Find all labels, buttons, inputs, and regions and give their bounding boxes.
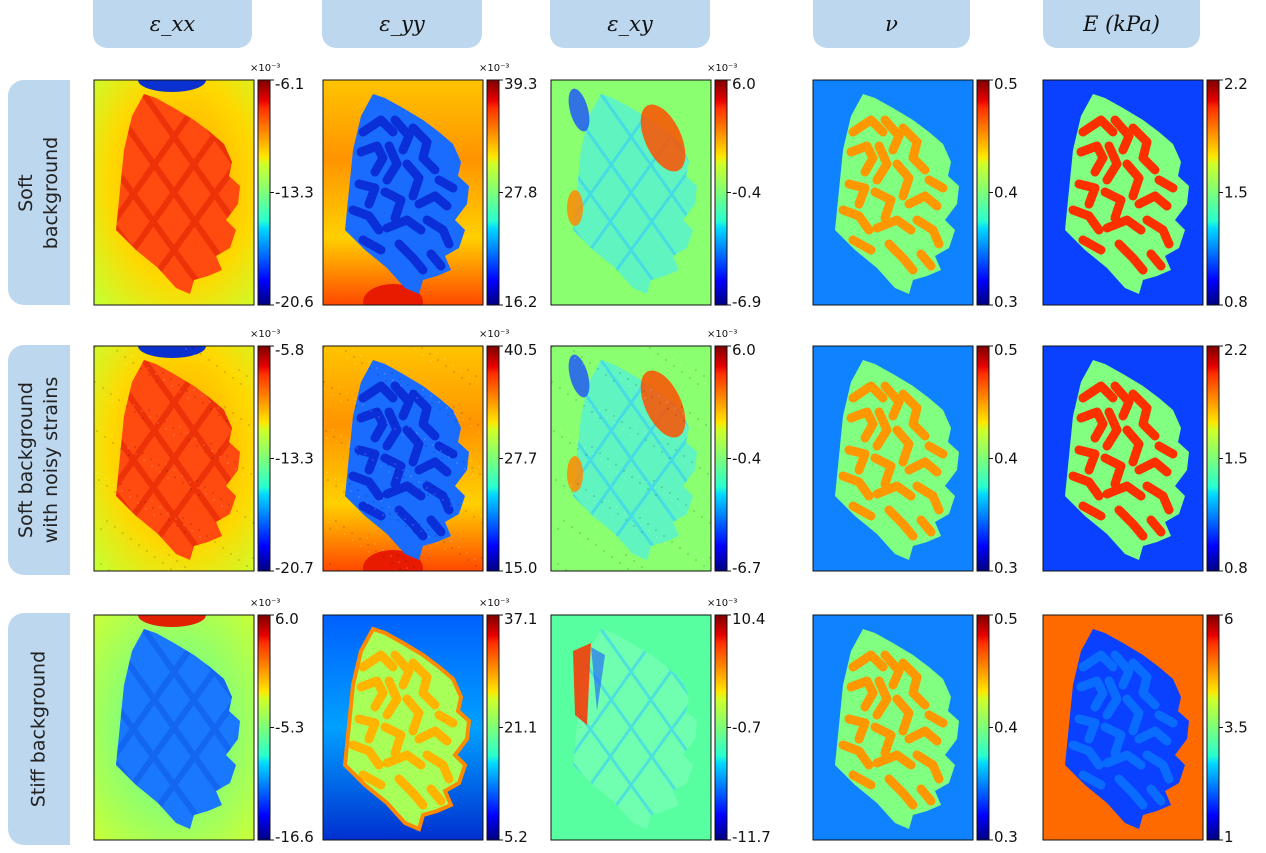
colorbar-tick-label: -0.4 <box>732 184 761 202</box>
colorbar-r0-c0: -6.1 -13.3 -20.6 ×10⁻³ <box>250 63 314 311</box>
colorbar-tick-label: 21.1 <box>504 719 537 737</box>
heatmap-panel-r2-c2 <box>550 614 712 841</box>
heatmap-panel-r0-c4 <box>1042 79 1204 306</box>
colorbar-tick-label: 0.3 <box>994 293 1018 311</box>
colorbar-r1-c1: 40.5 27.7 15.0 ×10⁻³ <box>479 329 537 577</box>
colorbar-multiplier: ×10⁻³ <box>250 329 280 340</box>
col-header-nu: ν <box>813 0 970 48</box>
colorbar-r2-c0: 6.0 -5.3 -16.6 ×10⁻³ <box>250 598 314 846</box>
colorbar-r2-c3: 0.5 0.4 0.3 <box>976 610 1018 846</box>
colorbar-tick-label: 2.2 <box>1224 341 1248 359</box>
heatmap-panel-r1-c2 <box>550 345 712 572</box>
colorbar-tick-label: -13.3 <box>275 184 314 202</box>
heatmap-panel-r0-c2 <box>550 79 712 306</box>
colorbar-tick-label: 0.4 <box>994 184 1018 202</box>
colorbar-tick-label: -5.3 <box>275 719 304 737</box>
col-header-e-kpa: E (kPa) <box>1043 0 1200 48</box>
colorbar-tick-label: 0.8 <box>1224 293 1248 311</box>
colorbar-tick-label: -20.6 <box>275 293 314 311</box>
colorbar-multiplier: ×10⁻³ <box>250 598 280 609</box>
colorbar-r0-c3: 0.5 0.4 0.3 <box>976 75 1018 311</box>
colorbar-tick-label: 3.5 <box>1224 719 1248 737</box>
row-header-soft-noisy: Soft background with noisy strains <box>8 345 70 575</box>
heatmap-panel-r0-c3 <box>812 79 974 306</box>
colorbar-tick-label: 0.4 <box>994 450 1018 468</box>
colorbar-tick-label: -0.7 <box>732 719 761 737</box>
colorbar-r0-c4: 2.2 1.5 0.8 <box>1206 75 1248 311</box>
colorbar-r2-c4: 63.51 <box>1206 610 1248 846</box>
colorbar-r1-c4: 2.2 1.5 0.8 <box>1206 341 1248 577</box>
colorbar-r1-c3: 0.5 0.4 0.3 <box>976 341 1018 577</box>
colorbar-r2-c2: 10.4 -0.7 -11.7 ×10⁻³ <box>707 598 771 846</box>
colorbar-tick-label: 27.8 <box>504 184 537 202</box>
colorbar-tick-label: 1 <box>1224 828 1234 846</box>
colorbar-multiplier: ×10⁻³ <box>479 598 509 609</box>
colorbar-tick-label: 0.3 <box>994 559 1018 577</box>
colorbar-tick-label: 37.1 <box>504 610 537 628</box>
colorbar-tick-label: -20.7 <box>275 559 314 577</box>
heatmap-panel-r0-c0 <box>93 79 255 306</box>
colorbar-tick-label: 0.5 <box>994 75 1018 93</box>
colorbar-tick-label: 10.4 <box>732 610 765 628</box>
heatmap-panel-r1-c4 <box>1042 345 1204 572</box>
colorbar-tick-label: 6.0 <box>732 75 756 93</box>
colorbar-tick-label: -13.3 <box>275 450 314 468</box>
colorbar-tick-label: 1.5 <box>1224 450 1248 468</box>
colorbar-tick-label: 0.4 <box>994 719 1018 737</box>
colorbar-tick-label: 40.5 <box>504 341 537 359</box>
col-header-exx: ε_xx <box>93 0 252 48</box>
colorbar-tick-label: 0.5 <box>994 341 1018 359</box>
colorbar-tick-label: -6.1 <box>275 75 304 93</box>
colorbar-tick-label: -11.7 <box>732 828 771 846</box>
colorbar-r0-c1: 39.3 27.8 16.2 ×10⁻³ <box>479 63 537 311</box>
colorbar-multiplier: ×10⁻³ <box>707 63 737 74</box>
colorbar-r1-c2: 6.0 -0.4 -6.7 ×10⁻³ <box>707 329 761 577</box>
colorbar-tick-label: -0.4 <box>732 450 761 468</box>
colorbar-multiplier: ×10⁻³ <box>707 329 737 340</box>
heatmap-panel-r2-c0 <box>93 614 255 841</box>
heatmap-panel-r2-c1 <box>322 614 484 841</box>
colorbar-tick-label: -6.9 <box>732 293 761 311</box>
colorbar-tick-label: 39.3 <box>504 75 537 93</box>
colorbar-r1-c0: -5.8 -13.3 -20.7 ×10⁻³ <box>250 329 314 577</box>
colorbar-tick-label: 0.8 <box>1224 559 1248 577</box>
colorbar-tick-label: 1.5 <box>1224 184 1248 202</box>
colorbar-tick-label: 6.0 <box>275 610 299 628</box>
colorbar-multiplier: ×10⁻³ <box>479 329 509 340</box>
heatmap-panel-r1-c3 <box>812 345 974 572</box>
colorbar-tick-label: 15.0 <box>504 559 537 577</box>
colorbar-tick-label: 6.0 <box>732 341 756 359</box>
colorbar-tick-label: -16.6 <box>275 828 314 846</box>
row-header-stiff: Stiff background <box>8 613 70 845</box>
colorbar-tick-label: 0.5 <box>994 610 1018 628</box>
row-header-soft: Soft background <box>8 80 70 305</box>
colorbar-multiplier: ×10⁻³ <box>707 598 737 609</box>
col-header-exy: ε_xy <box>550 0 710 48</box>
heatmap-panel-r1-c1 <box>322 345 484 572</box>
col-header-eyy: ε_yy <box>322 0 482 48</box>
heatmap-panel-r0-c1 <box>322 79 484 306</box>
colorbar-tick-label: -5.8 <box>275 341 304 359</box>
colorbar-tick-label: 16.2 <box>504 293 537 311</box>
colorbar-tick-label: 6 <box>1224 610 1234 628</box>
heatmap-panel-r2-c3 <box>812 614 974 841</box>
colorbar-r2-c1: 37.1 21.1 5.2 ×10⁻³ <box>479 598 537 846</box>
colorbar-multiplier: ×10⁻³ <box>479 63 509 74</box>
colorbar-tick-label: 2.2 <box>1224 75 1248 93</box>
colorbar-tick-label: 0.3 <box>994 828 1018 846</box>
colorbar-tick-label: -6.7 <box>732 559 761 577</box>
heatmap-panel-r1-c0 <box>93 345 255 572</box>
colorbar-tick-label: 27.7 <box>504 450 537 468</box>
colorbar-multiplier: ×10⁻³ <box>250 63 280 74</box>
colorbar-tick-label: 5.2 <box>504 828 528 846</box>
colorbar-r0-c2: 6.0 -0.4 -6.9 ×10⁻³ <box>707 63 761 311</box>
heatmap-panel-r2-c4 <box>1042 614 1204 841</box>
